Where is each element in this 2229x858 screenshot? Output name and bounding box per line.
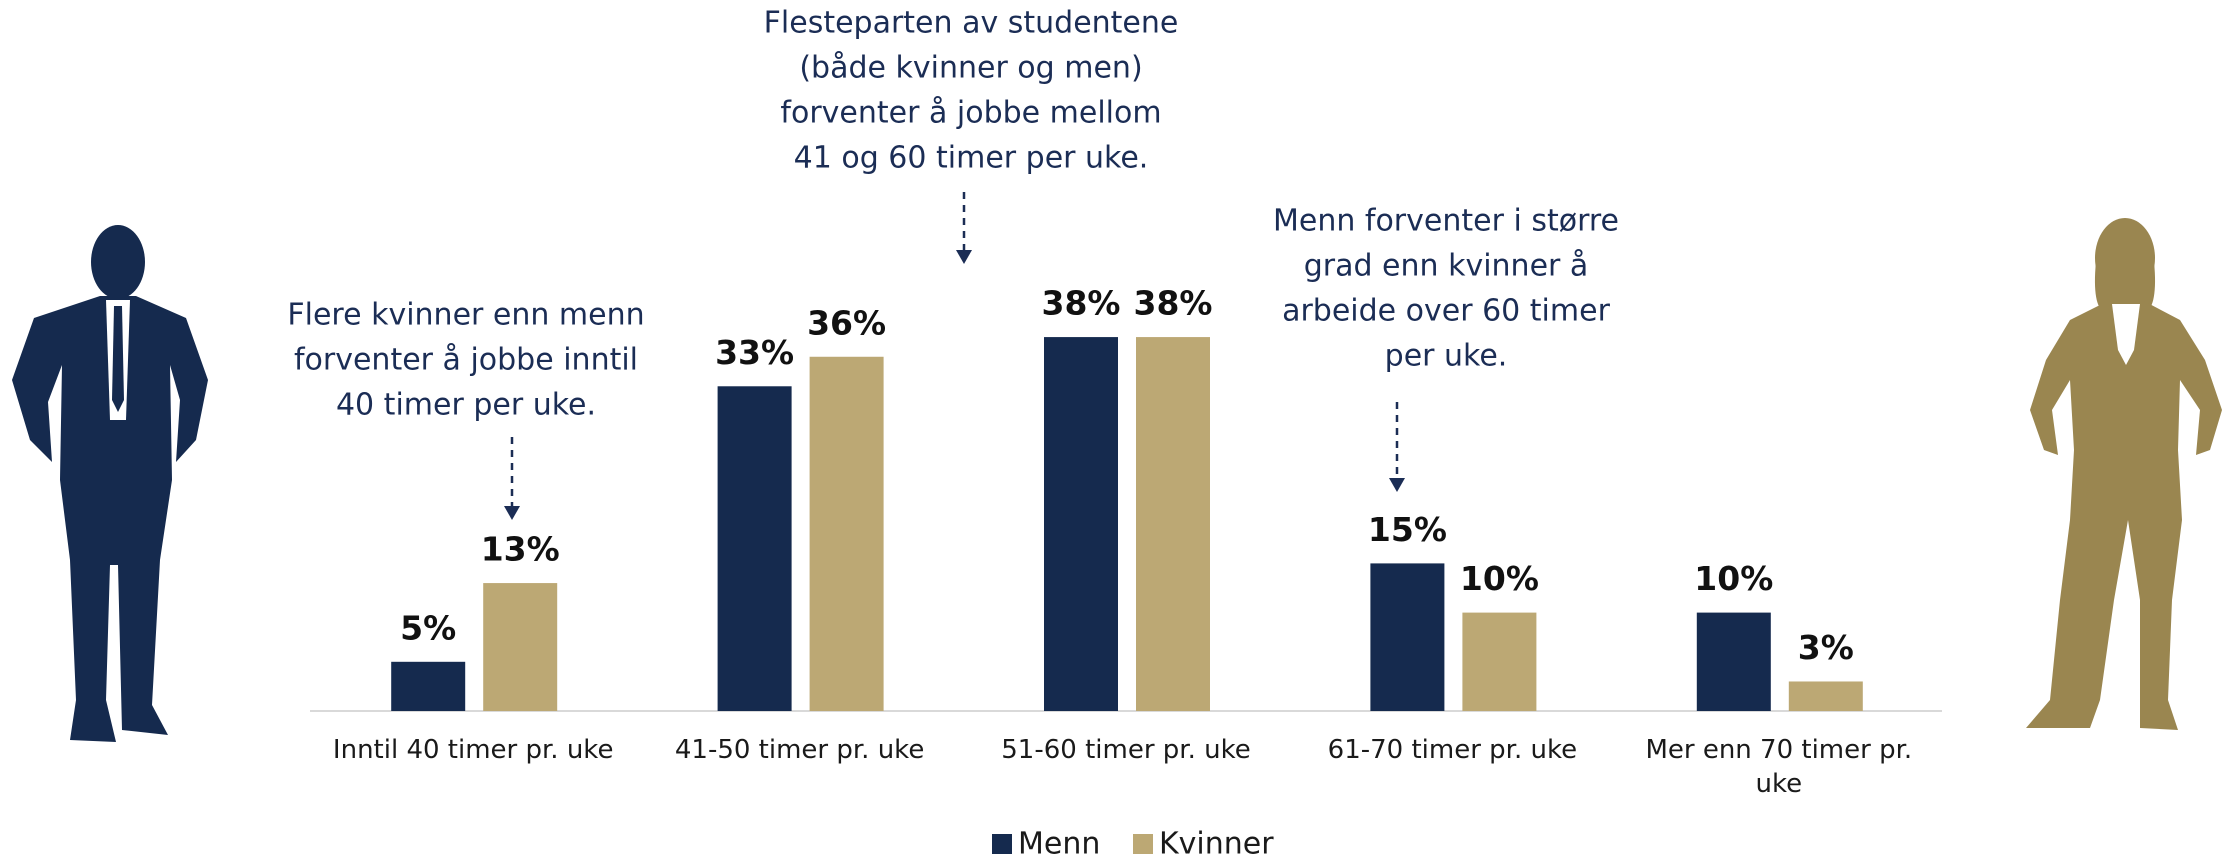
x-tick-label: 41-50 timer pr. uke [674,735,925,765]
annotation: Flere kvinner enn menn [287,298,644,333]
bar [1696,612,1771,711]
annotation: grad enn kvinner å [1304,249,1589,284]
annotation: per uke. [1385,339,1508,374]
annotation: forventer å jobbe inntil [294,343,638,378]
annotation: (både kvinner og men) [799,51,1142,86]
bar [809,356,884,711]
legend-label: Menn [1018,827,1100,858]
bar [1788,681,1863,711]
value-label: 36% [807,303,886,342]
value-label: 5% [400,608,456,647]
bar [1462,612,1537,711]
legend-swatch [1133,834,1153,854]
woman-silhouette [2026,218,2222,730]
annotation-arrowhead [504,506,520,520]
annotation: forventer å jobbe mellom [780,96,1161,131]
annotation: 40 timer per uke. [336,388,596,423]
annotation-arrowhead [1389,478,1405,492]
value-label: 10% [1694,559,1773,598]
bar [483,583,558,711]
x-tick-label: Inntil 40 timer pr. uke [332,735,614,765]
man-silhouette [12,225,208,742]
x-tick-label: 61-70 timer pr. uke [1327,735,1578,765]
bar [1136,337,1210,711]
value-label: 33% [715,333,794,372]
bar [1044,337,1118,711]
annotation-arrowhead [956,250,972,264]
bar [1370,563,1445,711]
legend-label: Kvinner [1159,827,1274,858]
annotation: Flesteparten av studentene [764,6,1179,41]
value-label: 13% [481,530,560,569]
bar [391,661,466,711]
value-label: 38% [1134,284,1213,323]
x-tick-label: Mer enn 70 timer pr. uke [1645,735,1913,799]
value-label: 15% [1368,510,1447,549]
value-label: 10% [1460,559,1539,598]
annotation: arbeide over 60 timer [1282,294,1611,329]
x-tick-label: 51-60 timer pr. uke [1001,735,1251,765]
annotation: Menn forventer i større [1273,204,1619,239]
annotation: 41 og 60 timer per uke. [794,141,1149,176]
bar [717,386,792,711]
legend-swatch [992,834,1012,854]
value-label: 38% [1042,284,1121,323]
value-label: 3% [1798,628,1854,667]
